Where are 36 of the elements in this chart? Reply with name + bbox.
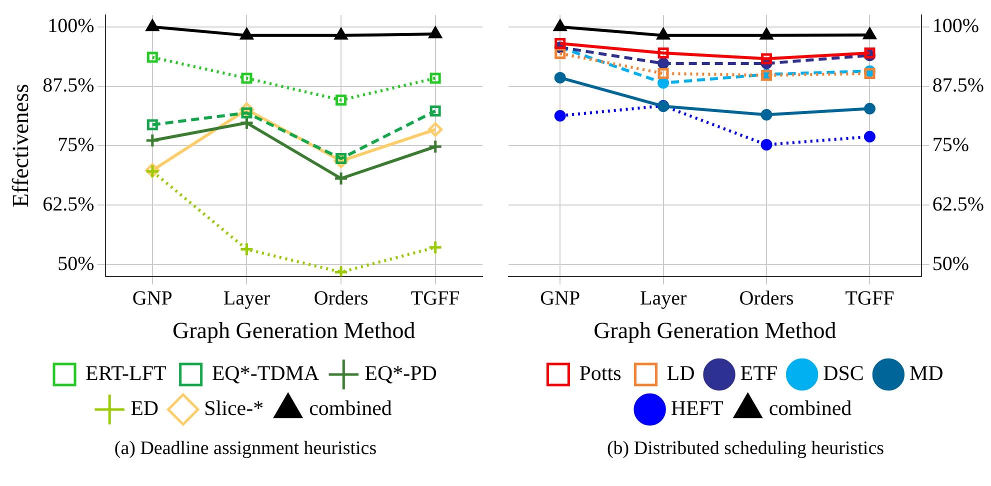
legend-label: HEFT: [670, 396, 724, 420]
legend-label: ERT-LFT: [86, 361, 166, 386]
x-tick-label: TGFF: [845, 288, 894, 310]
legend-label: EQ*-PD: [364, 361, 437, 386]
legend-label: Potts: [579, 361, 622, 386]
text: (b) Distributed scheduling heuristics: [606, 438, 886, 460]
y-tick-label: 50%: [58, 252, 94, 275]
x-tick-label: Layer: [640, 288, 687, 310]
legend-label: combined: [768, 396, 852, 420]
y-tick-label: 62.5%: [932, 193, 984, 216]
y-tick-label: 75%: [932, 134, 970, 156]
x-tick-label: TGFF: [410, 288, 460, 310]
x-tick-label: GNP: [132, 288, 172, 310]
x-tick-label: GNP: [540, 288, 580, 310]
legend-label: Slice-*: [204, 396, 264, 420]
legend-label: ED: [130, 396, 159, 420]
y-tick-label: 75%: [58, 134, 94, 156]
y-tick-label: 62.5%: [42, 193, 94, 216]
legend-label: combined: [309, 396, 392, 420]
y-tick-label: 87.5%: [42, 74, 94, 97]
legend-label: DSC: [823, 361, 864, 386]
x-tick-label: Layer: [223, 288, 270, 310]
x-axis-title: Graph Generation Method: [594, 318, 837, 344]
y-tick-label: 87.5%: [932, 74, 984, 97]
y-axis-title: Effectiveness: [8, 84, 33, 208]
x-axis-title: Graph Generation Method: [172, 318, 416, 344]
legend-label: EQ*-TDMA: [212, 361, 320, 386]
y-tick-label: 100%: [48, 15, 94, 38]
x-tick-label: Orders: [314, 288, 368, 310]
y-tick-label: 50%: [932, 252, 970, 275]
text: (a) Deadline assignment heuristics: [113, 438, 378, 460]
x-tick-label: Orders: [739, 288, 794, 310]
y-tick-label: 100%: [932, 15, 980, 38]
legend-label: LD: [666, 361, 695, 386]
legend-label: MD: [909, 361, 944, 386]
legend-label: ETF: [740, 361, 778, 386]
